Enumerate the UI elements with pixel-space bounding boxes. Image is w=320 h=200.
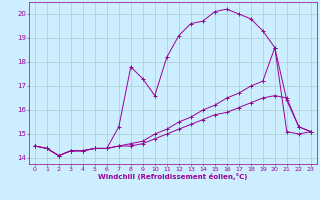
- X-axis label: Windchill (Refroidissement éolien,°C): Windchill (Refroidissement éolien,°C): [98, 173, 247, 180]
